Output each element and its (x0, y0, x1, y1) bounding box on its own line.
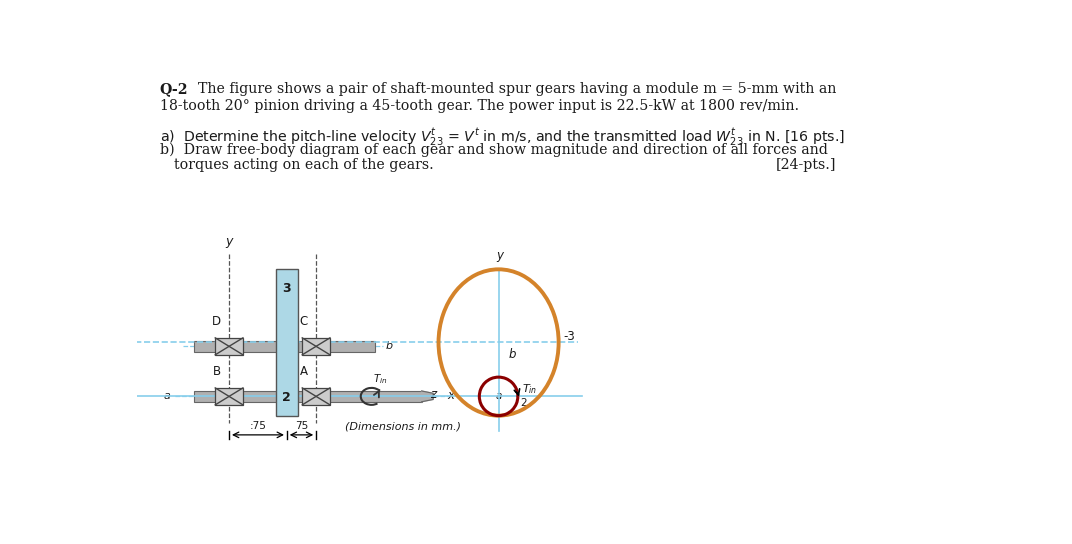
Text: 2: 2 (520, 398, 526, 407)
Text: $T_{in}$: $T_{in}$ (522, 382, 537, 395)
Text: a: a (495, 391, 502, 401)
Text: Q-2: Q-2 (160, 82, 189, 96)
Text: 18-tooth 20° pinion driving a 45-tooth gear. The power input is 22.5-kW at 1800 : 18-tooth 20° pinion driving a 45-tooth g… (160, 99, 799, 113)
Text: z: z (430, 388, 436, 401)
Polygon shape (421, 391, 433, 402)
Bar (302, 338, 330, 355)
Text: C: C (300, 315, 308, 328)
Bar (194, 391, 421, 402)
Text: a)  Determine the pitch-line velocity $V_{23}^{t}$ = $V^{t}$ in m/s, and the tra: a) Determine the pitch-line velocity $V_… (160, 127, 845, 149)
Text: 75: 75 (295, 421, 308, 431)
Text: $T_{in}$: $T_{in}$ (373, 372, 388, 386)
Text: -3: -3 (563, 330, 575, 343)
Text: [24-pts.]: [24-pts.] (776, 158, 836, 172)
Text: b: b (386, 341, 392, 351)
Text: A: A (300, 365, 308, 378)
Text: a: a (164, 391, 170, 401)
Text: b: b (509, 348, 517, 361)
Text: x: x (447, 389, 453, 402)
Bar (277, 269, 298, 416)
Bar (194, 341, 375, 352)
Text: torques acting on each of the gears.: torques acting on each of the gears. (174, 158, 433, 172)
Text: D: D (212, 315, 221, 328)
Text: y: y (496, 249, 504, 262)
Text: B: B (212, 365, 221, 378)
Text: 3: 3 (283, 282, 292, 295)
Text: The figure shows a pair of shaft-mounted spur gears having a module m = 5-mm wit: The figure shows a pair of shaft-mounted… (198, 82, 836, 96)
Text: :75: :75 (250, 421, 267, 431)
Text: 2: 2 (282, 392, 292, 404)
Bar (215, 338, 243, 355)
Text: (Dimensions in mm.): (Dimensions in mm.) (344, 421, 461, 431)
Bar (302, 388, 330, 405)
Text: b)  Draw free-body diagram of each gear and show magnitude and direction of all : b) Draw free-body diagram of each gear a… (160, 143, 828, 157)
Bar (215, 388, 243, 405)
Text: y: y (225, 235, 233, 248)
